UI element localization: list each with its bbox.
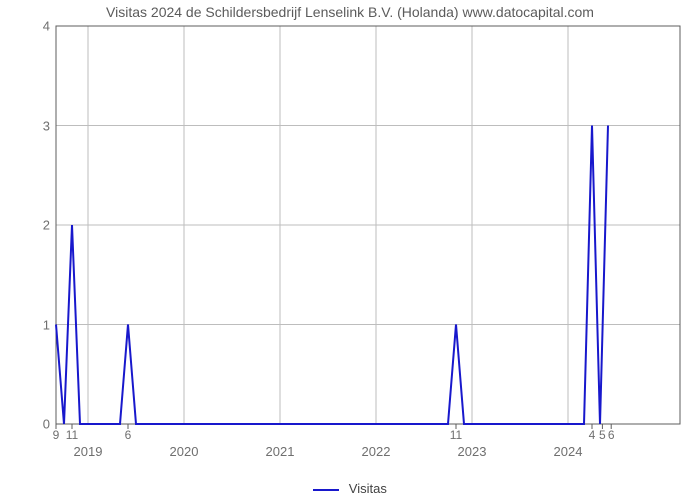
chart-title: Visitas 2024 de Schildersbedrijf Lenseli… [0,4,700,20]
x-year-label: 2023 [458,444,487,459]
line-chart-svg [56,26,680,424]
x-year-label: 2020 [170,444,199,459]
legend-label: Visitas [349,481,387,496]
legend: Visitas [0,481,700,496]
x-year-label: 2024 [554,444,583,459]
chart-container: { "title": "Visitas 2024 de Schildersbed… [0,0,700,500]
plot-area [56,26,680,424]
y-tick-label: 2 [32,218,50,233]
x-month-label: 11 [66,428,78,442]
legend-line-icon [313,489,339,491]
y-tick-label: 4 [32,19,50,34]
x-year-label: 2019 [74,444,103,459]
x-month-label: 6 [125,428,132,442]
x-month-label: 5 [599,428,606,442]
x-month-label: 9 [53,428,60,442]
y-tick-label: 0 [32,417,50,432]
x-year-label: 2021 [266,444,295,459]
y-tick-label: 1 [32,317,50,332]
y-tick-label: 3 [32,118,50,133]
x-month-label: 4 [589,428,596,442]
x-month-label: 11 [450,428,462,442]
x-month-label: 6 [608,428,615,442]
x-year-label: 2022 [362,444,391,459]
